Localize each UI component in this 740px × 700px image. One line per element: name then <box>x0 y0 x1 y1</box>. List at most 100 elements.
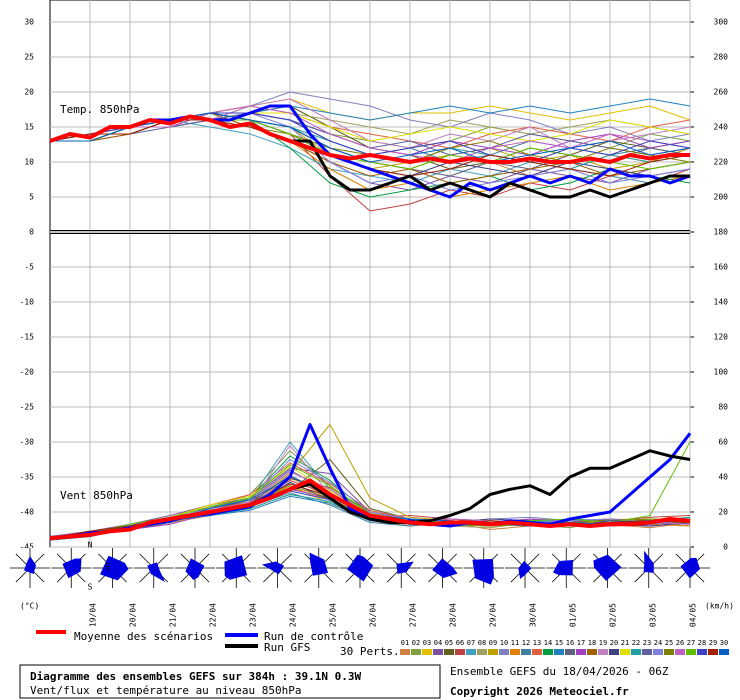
info-box <box>19 664 441 699</box>
legend-swatch <box>642 649 652 655</box>
y2-tick-label: 80 <box>718 403 728 412</box>
rose-shape <box>553 559 574 576</box>
legend-label: 17 <box>577 639 585 647</box>
legend-label: 23 <box>643 639 651 647</box>
rose-label: N <box>88 541 93 550</box>
legend-swatch <box>664 649 674 655</box>
legend-label: 19 <box>599 639 607 647</box>
y2-tick-label: 100 <box>714 368 729 377</box>
legend-swatch <box>609 649 619 655</box>
series-line <box>49 478 691 541</box>
y-tick-label: 25 <box>24 53 34 62</box>
y-tick-label: -20 <box>20 368 35 377</box>
rose-shape <box>347 554 374 582</box>
legend-swatch <box>422 649 432 655</box>
x-tick-label: 25/04 <box>329 603 338 627</box>
copyright: Copyright 2026 Meteociel.fr <box>450 685 629 698</box>
legend-swatch <box>576 649 586 655</box>
y-tick-label: -10 <box>20 298 35 307</box>
y-tick-label: -45 <box>20 543 35 552</box>
rose-shape <box>309 552 329 576</box>
rose-shape <box>472 558 494 585</box>
legend-swatch <box>466 649 476 655</box>
rose-shape <box>100 555 129 581</box>
x-tick-label: 02/05 <box>609 603 618 627</box>
legend-label: 02 <box>412 639 420 647</box>
y-tick-label: 30 <box>24 18 34 27</box>
rose-shape <box>24 556 36 574</box>
legend-swatch <box>675 649 685 655</box>
x-tick-label: 24/04 <box>289 603 298 627</box>
x-tick-label: 21/04 <box>169 603 178 627</box>
rose-shape <box>261 561 285 575</box>
y-tick-label: 15 <box>24 123 34 132</box>
y-tick-label: -25 <box>20 403 35 412</box>
y2-tick-label: 280 <box>714 53 729 62</box>
legend-label: 20 <box>610 639 618 647</box>
legend-label: Run GFS <box>264 641 310 654</box>
legend-label: 05 <box>445 639 453 647</box>
x-tick-label: 26/04 <box>369 603 378 627</box>
rose-shape <box>432 558 458 578</box>
legend-label: Moyenne des scénarios <box>74 630 213 643</box>
y2-tick-label: 300 <box>714 18 729 27</box>
rose-shape <box>224 555 248 580</box>
legend-label: 07 <box>467 639 475 647</box>
y-tick-label: -40 <box>20 508 35 517</box>
x-tick-label: 01/05 <box>569 603 578 627</box>
rose-shape <box>680 557 701 579</box>
legend-swatch <box>521 649 531 655</box>
legend-swatch <box>488 649 498 655</box>
legend-label: 08 <box>478 639 486 647</box>
y2-tick-label: 180 <box>714 228 729 237</box>
legend-label: 30 Perts. <box>340 645 400 658</box>
legend-swatch <box>631 649 641 655</box>
temp-label: Temp. 850hPa <box>60 103 139 116</box>
legend-swatch <box>620 649 630 655</box>
legend-label: 24 <box>654 639 662 647</box>
lines <box>49 91 692 541</box>
wind-roses <box>0 548 710 602</box>
perturbation-legend: 01 02 03 04 05 06 07 08 09 10 11 12 13 14 15 16 17 18 19 20… <box>400 639 729 655</box>
legend-swatch <box>697 649 707 655</box>
legend-label: 26 <box>676 639 684 647</box>
legend-label: 22 <box>632 639 640 647</box>
legend-swatch <box>433 649 443 655</box>
run-info: Ensemble GEFS du 18/04/2026 - 06Z <box>450 665 669 678</box>
y-tick-label: 10 <box>24 158 34 167</box>
subtitle: Vent/flux et température au niveau 850hP… <box>30 684 302 697</box>
y-tick-label: -15 <box>20 333 35 342</box>
y-tick-label: -35 <box>20 473 35 482</box>
rose-shape <box>593 554 622 581</box>
legend-swatch <box>444 649 454 655</box>
rose-shape <box>185 558 205 580</box>
y2-tick-label: 120 <box>714 333 729 342</box>
legend-label: 09 <box>489 639 497 647</box>
y-tick-label: -30 <box>20 438 35 447</box>
legend-label: 01 <box>401 639 409 647</box>
y2-tick-label: 140 <box>714 298 729 307</box>
x-tick-label: 19/04 <box>89 603 98 627</box>
y2-unit: (km/h) <box>705 602 734 611</box>
legend-swatch <box>477 649 487 655</box>
x-tick-label: 29/04 <box>489 603 498 627</box>
y2-tick-label: 60 <box>718 438 728 447</box>
legend-swatch <box>510 649 520 655</box>
legend-label: 10 <box>500 639 508 647</box>
y-tick-label: 5 <box>29 193 34 202</box>
x-tick-label: 28/04 <box>449 603 458 627</box>
y2-tick-label: 260 <box>714 88 729 97</box>
legend-label: 28 <box>698 639 706 647</box>
y2-tick-label: 200 <box>714 193 729 202</box>
legend-swatch <box>598 649 608 655</box>
legend-swatch <box>411 649 421 655</box>
legend-label: 04 <box>434 639 442 647</box>
rose-label: E <box>106 563 111 572</box>
legend-label: 03 <box>423 639 431 647</box>
legend-swatch <box>653 649 663 655</box>
legend-swatch <box>543 649 553 655</box>
legend-swatch <box>554 649 564 655</box>
rose-label: S <box>88 583 93 592</box>
